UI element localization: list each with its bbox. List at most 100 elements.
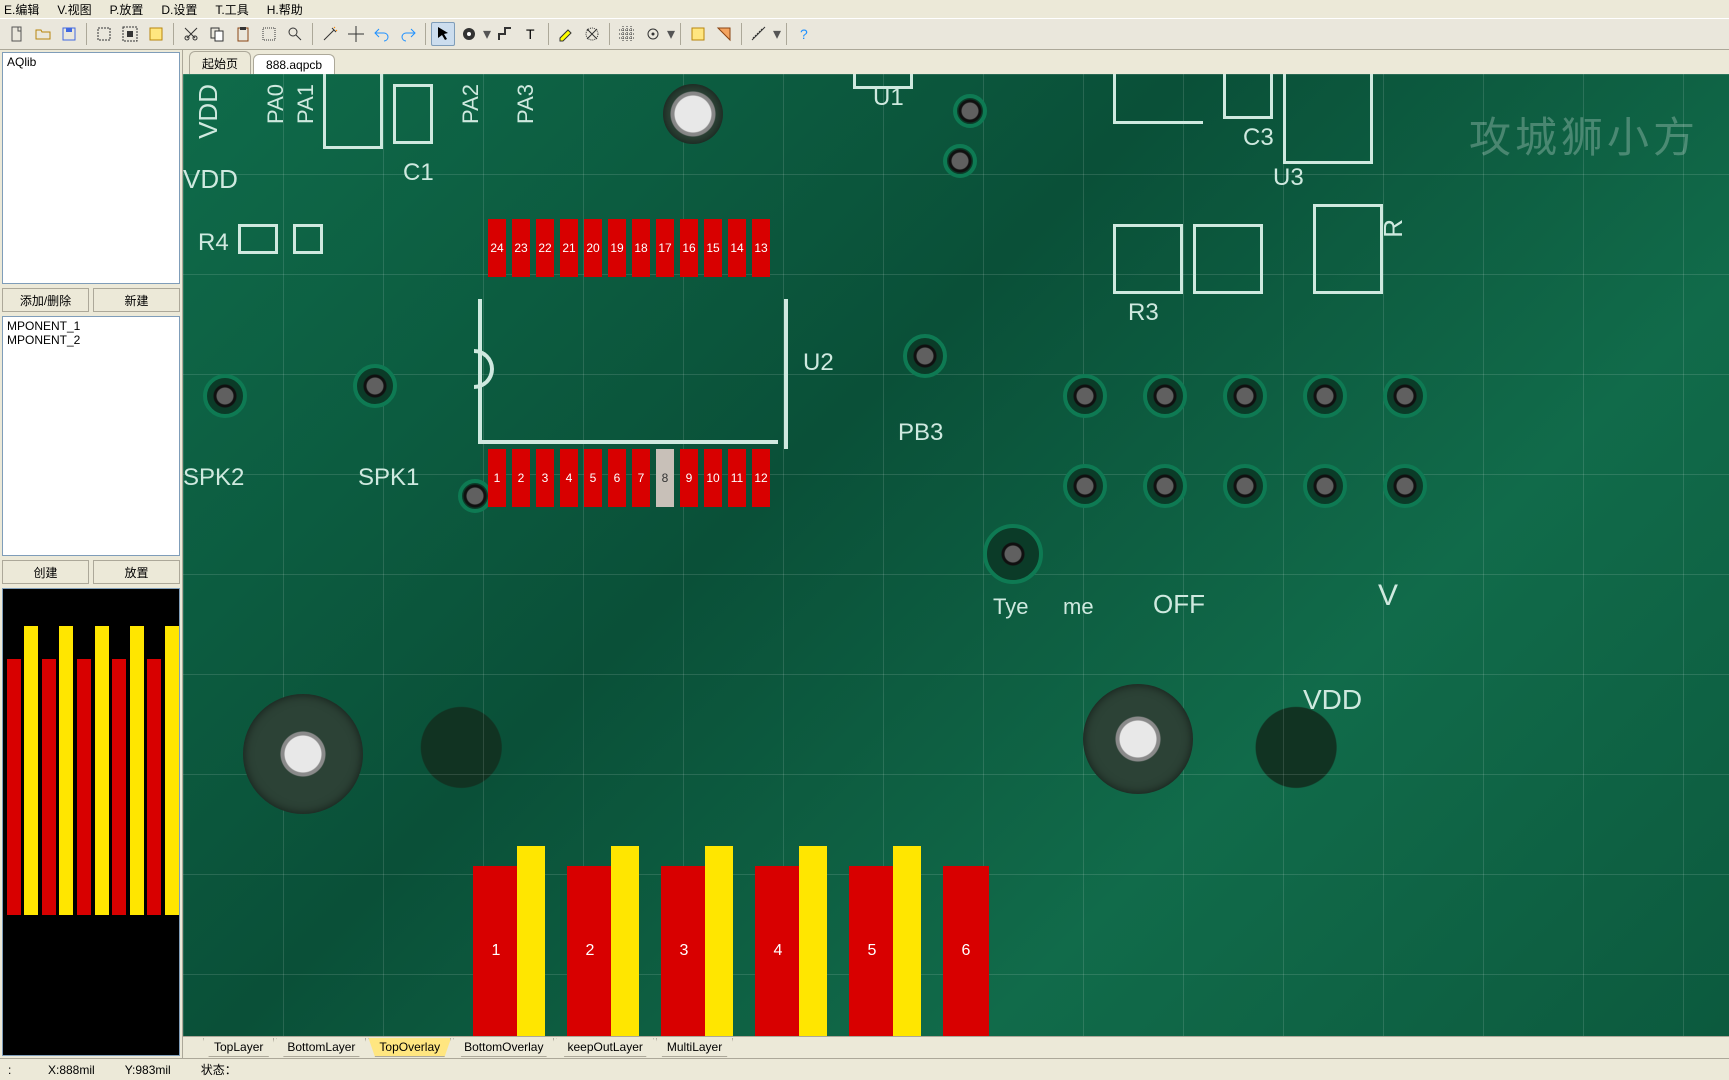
ic-outline [478,299,788,449]
layer-tabs: TopLayer BottomLayer TopOverlay BottomOv… [183,1036,1729,1058]
silk-rect [238,224,278,254]
list-item[interactable]: MPONENT_1 [7,319,175,333]
hole [243,694,363,814]
text-icon[interactable]: T [519,22,543,46]
new-icon[interactable] [5,22,29,46]
silk-rect [1223,74,1273,119]
connector-pad: 6 [943,866,989,1036]
via [203,374,247,418]
connector-pad [799,846,827,1036]
save-icon[interactable] [57,22,81,46]
pad-icon[interactable] [457,22,481,46]
preview-pad [24,626,38,915]
marquee-icon[interactable] [257,22,281,46]
silk-text: Tye [993,594,1028,620]
editor-area: 起始页 888.aqpcb [183,50,1729,1058]
open-icon[interactable] [31,22,55,46]
separator [609,23,610,45]
paste-icon[interactable] [231,22,255,46]
silk-text: SPK1 [358,464,419,492]
menu-view[interactable]: V.视图 [57,1,91,18]
silk-rect [1113,224,1183,294]
ic-pad: 13 [752,219,770,277]
separator [86,23,87,45]
silk-rect [393,84,433,144]
help-icon[interactable]: ? [792,22,816,46]
menu-design[interactable]: D.设置 [161,1,197,18]
select-inside-icon[interactable] [118,22,142,46]
note-icon[interactable] [144,22,168,46]
new-button[interactable]: 新建 [93,288,180,312]
silk-rect [853,74,913,89]
layer-tab-top[interactable]: TopLayer [203,1038,274,1057]
component-list[interactable]: MPONENT_1 MPONENT_2 [2,316,180,556]
ic-pad: 12 [752,449,770,507]
silk-text: me [1063,594,1094,620]
silk-text: PA2 [458,84,484,124]
connector-pad [517,846,545,1036]
footprint-preview [2,588,180,1056]
via [1303,374,1347,418]
separator [741,23,742,45]
preview-pad [7,659,21,915]
connector-pad: 5 [849,866,895,1036]
connector-pad: 2 [567,866,613,1036]
route-icon[interactable] [493,22,517,46]
layer-tab-topoverlay[interactable]: TopOverlay [368,1038,451,1057]
crosshair-icon[interactable] [344,22,368,46]
ic-pad: 1 [488,449,506,507]
layer-tab-multi[interactable]: MultiLayer [656,1038,733,1057]
measure-icon[interactable] [747,22,771,46]
tab-pcb-file[interactable]: 888.aqpcb [253,54,335,75]
preview-pad [77,659,91,915]
highlight-icon[interactable] [554,22,578,46]
document-tabs: 起始页 888.aqpcb [183,50,1729,74]
silk-text: U3 [1273,164,1304,192]
silk-text: PA1 [293,84,319,124]
hole [663,84,723,144]
hole [1083,684,1193,794]
undo-icon[interactable] [370,22,394,46]
fill-orange-icon[interactable] [712,22,736,46]
menu-help[interactable]: H.帮助 [267,1,303,18]
dropdown-icon[interactable]: ▾ [482,24,492,44]
dropdown-icon[interactable]: ▾ [772,24,782,44]
pcb-canvas[interactable]: VDD VDD PA0 PA1 PA2 PA3 C1 R4 U1 U2 SPK2… [183,74,1729,1036]
add-remove-button[interactable]: 添加/删除 [2,288,89,312]
library-panel: AQlib [2,52,180,284]
menu-bar: E.编辑 V.视图 P.放置 D.设置 T.工具 H.帮助 [0,0,1729,18]
layer-tab-bottomoverlay[interactable]: BottomOverlay [453,1038,554,1057]
cut-icon[interactable] [179,22,203,46]
find-icon[interactable] [283,22,307,46]
menu-edit[interactable]: E.编辑 [4,1,39,18]
tab-start-page[interactable]: 起始页 [189,51,251,75]
layer-tab-bottom[interactable]: BottomLayer [276,1038,366,1057]
create-button[interactable]: 创建 [2,560,89,584]
dropdown-icon[interactable]: ▾ [666,24,676,44]
list-item[interactable]: MPONENT_2 [7,333,175,347]
menu-tools[interactable]: T.工具 [215,1,248,18]
silk-text: OFF [1153,589,1205,620]
select-rect-icon[interactable] [92,22,116,46]
place-button[interactable]: 放置 [93,560,180,584]
ic-pad: 23 [512,219,530,277]
copy-icon[interactable] [205,22,229,46]
clear-icon[interactable] [580,22,604,46]
via [983,524,1043,584]
ic-pad: 5 [584,449,602,507]
pointer-icon[interactable] [431,22,455,46]
grid-icon[interactable] [615,22,639,46]
connector-pad [893,846,921,1036]
via [353,364,397,408]
layer-tab-keepout[interactable]: keepOutLayer [556,1038,653,1057]
fill-yellow-icon[interactable] [686,22,710,46]
silk-text: C3 [1243,124,1274,152]
preview-pad [112,659,126,915]
menu-place[interactable]: P.放置 [110,1,144,18]
preview-pad [42,659,56,915]
redo-icon[interactable] [396,22,420,46]
ic-pad: 20 [584,219,602,277]
wand-icon[interactable] [318,22,342,46]
silk-rect [1283,74,1373,164]
snap-icon[interactable] [641,22,665,46]
